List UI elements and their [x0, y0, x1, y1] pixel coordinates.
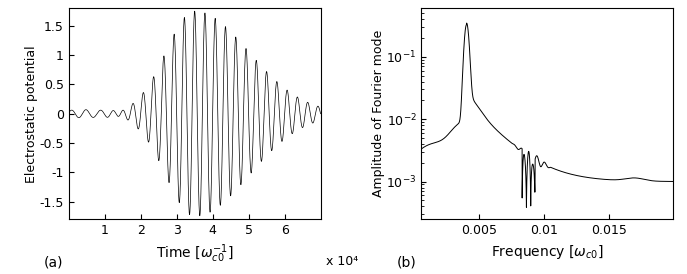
- X-axis label: Time [$\omega_{c0}^{-1}$]: Time [$\omega_{c0}^{-1}$]: [156, 242, 234, 265]
- Text: (a): (a): [44, 255, 64, 269]
- Y-axis label: Electrostatic potential: Electrostatic potential: [25, 45, 38, 182]
- Text: x 10⁴: x 10⁴: [326, 255, 358, 268]
- Y-axis label: Amplitude of Fourier mode: Amplitude of Fourier mode: [372, 30, 385, 197]
- X-axis label: Frequency [$\omega_{c0}$]: Frequency [$\omega_{c0}$]: [491, 242, 604, 261]
- Text: (b): (b): [396, 255, 416, 269]
